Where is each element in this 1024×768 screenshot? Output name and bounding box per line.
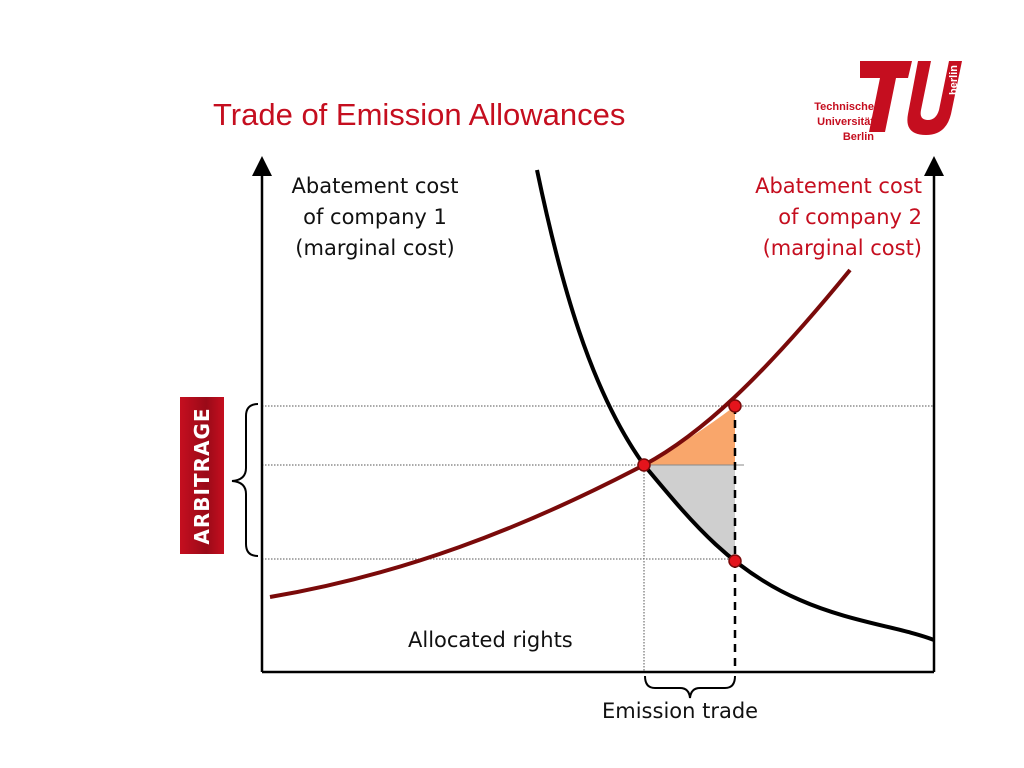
- logo-line-1: Technische: [814, 101, 874, 113]
- logo-line-2: Universität: [817, 116, 874, 128]
- company-1-label-line-1: Abatement cost: [291, 174, 459, 198]
- curve-company-1: [535, 169, 935, 642]
- arbitrage-brace: [231, 403, 259, 557]
- company-1-label-line-3: (marginal cost): [295, 236, 455, 260]
- logo-side-text: berlin: [948, 65, 960, 95]
- arbitrage-label: ARBITRAGE: [190, 406, 214, 545]
- company-2-label: Abatement cost of company 2 (marginal co…: [690, 171, 922, 264]
- company-2-label-line-1: Abatement cost: [755, 174, 922, 198]
- company-1-allocation-point: [728, 554, 742, 568]
- company-1-label-line-2: of company 1: [303, 205, 447, 229]
- tu-berlin-logo-mark: berlin: [860, 61, 962, 135]
- company-2-label-line-3: (marginal cost): [762, 236, 922, 260]
- slide-title: Trade of Emission Allowances: [213, 97, 626, 132]
- emission-trade-label: Emission trade: [602, 699, 759, 723]
- company-2-label-line-2: of company 2: [778, 205, 922, 229]
- allocated-rights-label: Allocated rights: [408, 628, 573, 652]
- equilibrium-point: [637, 458, 651, 472]
- curve-company-2: [269, 268, 852, 599]
- logo-wordmark: Technische Universität Berlin: [800, 100, 874, 145]
- arbitrage-box: ARBITRAGE: [180, 397, 224, 554]
- tu-berlin-logo: berlin Technische Universität Berlin: [800, 58, 970, 150]
- guide-lines: [262, 405, 934, 672]
- logo-line-3: Berlin: [842, 131, 874, 143]
- gain-area-upper: [644, 406, 735, 465]
- company-2-allocation-point: [728, 399, 742, 413]
- company-1-label: Abatement cost of company 1 (marginal co…: [275, 171, 475, 264]
- emission-trade-brace: [644, 675, 736, 699]
